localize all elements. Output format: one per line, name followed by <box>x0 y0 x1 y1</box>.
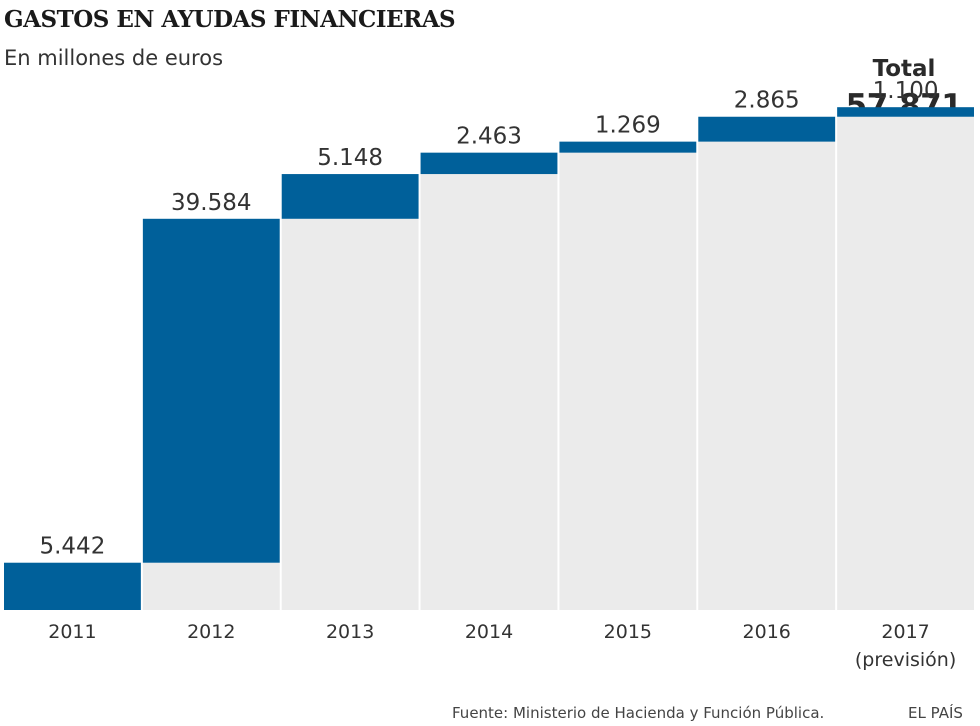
value-label-2017: 1.100 <box>873 78 939 104</box>
value-label-2015: 1.269 <box>595 113 661 139</box>
year-label-2014: 2014 <box>465 621 513 643</box>
year-label-2013: 2013 <box>326 621 374 643</box>
chart-subtitle: En millones de euros <box>4 46 224 70</box>
increment-bar-2015 <box>559 141 697 153</box>
year-label-2017: 2017 <box>881 621 929 643</box>
year-sublabel-2017: (previsión) <box>855 649 956 671</box>
increment-bar-2013 <box>281 174 419 219</box>
value-label-2014: 2.463 <box>456 124 522 150</box>
cumulative-base-2017 <box>837 116 974 610</box>
year-label-2012: 2012 <box>187 621 235 643</box>
increment-bar-2014 <box>420 152 558 175</box>
labels-layer: 5.442 39.584 5.148 2.463 1.269 2.865 1.100 <box>39 78 938 560</box>
increment-bar-2017 <box>837 107 974 117</box>
year-label-2016: 2016 <box>743 621 791 643</box>
value-label-2016: 2.865 <box>734 88 800 114</box>
year-label-2011: 2011 <box>48 621 96 643</box>
increment-bar-2016 <box>698 116 836 142</box>
x-axis: 2011 2012 2013 2014 2015 2016 2017 (previsión) <box>48 621 956 671</box>
value-label-2013: 5.148 <box>317 145 383 171</box>
value-label-2011: 5.442 <box>39 534 105 560</box>
cumulative-base-2015 <box>559 152 697 611</box>
cumulative-base-2013 <box>281 218 419 610</box>
waterfall-chart: 5.442 39.584 5.148 2.463 1.269 2.865 1.100 201… <box>4 78 974 671</box>
brand-logo: EL PAÍS <box>908 704 963 722</box>
cumulative-base-2014 <box>420 174 558 611</box>
bars-layer <box>4 107 974 611</box>
increment-bar-2011 <box>4 562 141 610</box>
value-label-2012: 39.584 <box>171 190 251 216</box>
source-note: Fuente: Ministerio de Hacienda y Función… <box>452 704 825 722</box>
chart-title: GASTOS EN AYUDAS FINANCIERAS <box>4 6 456 33</box>
year-label-2015: 2015 <box>604 621 652 643</box>
increment-bar-2012 <box>142 218 280 563</box>
cumulative-base-2016 <box>698 141 836 610</box>
total-label: Total <box>872 56 936 82</box>
cumulative-base-2012 <box>142 562 280 610</box>
